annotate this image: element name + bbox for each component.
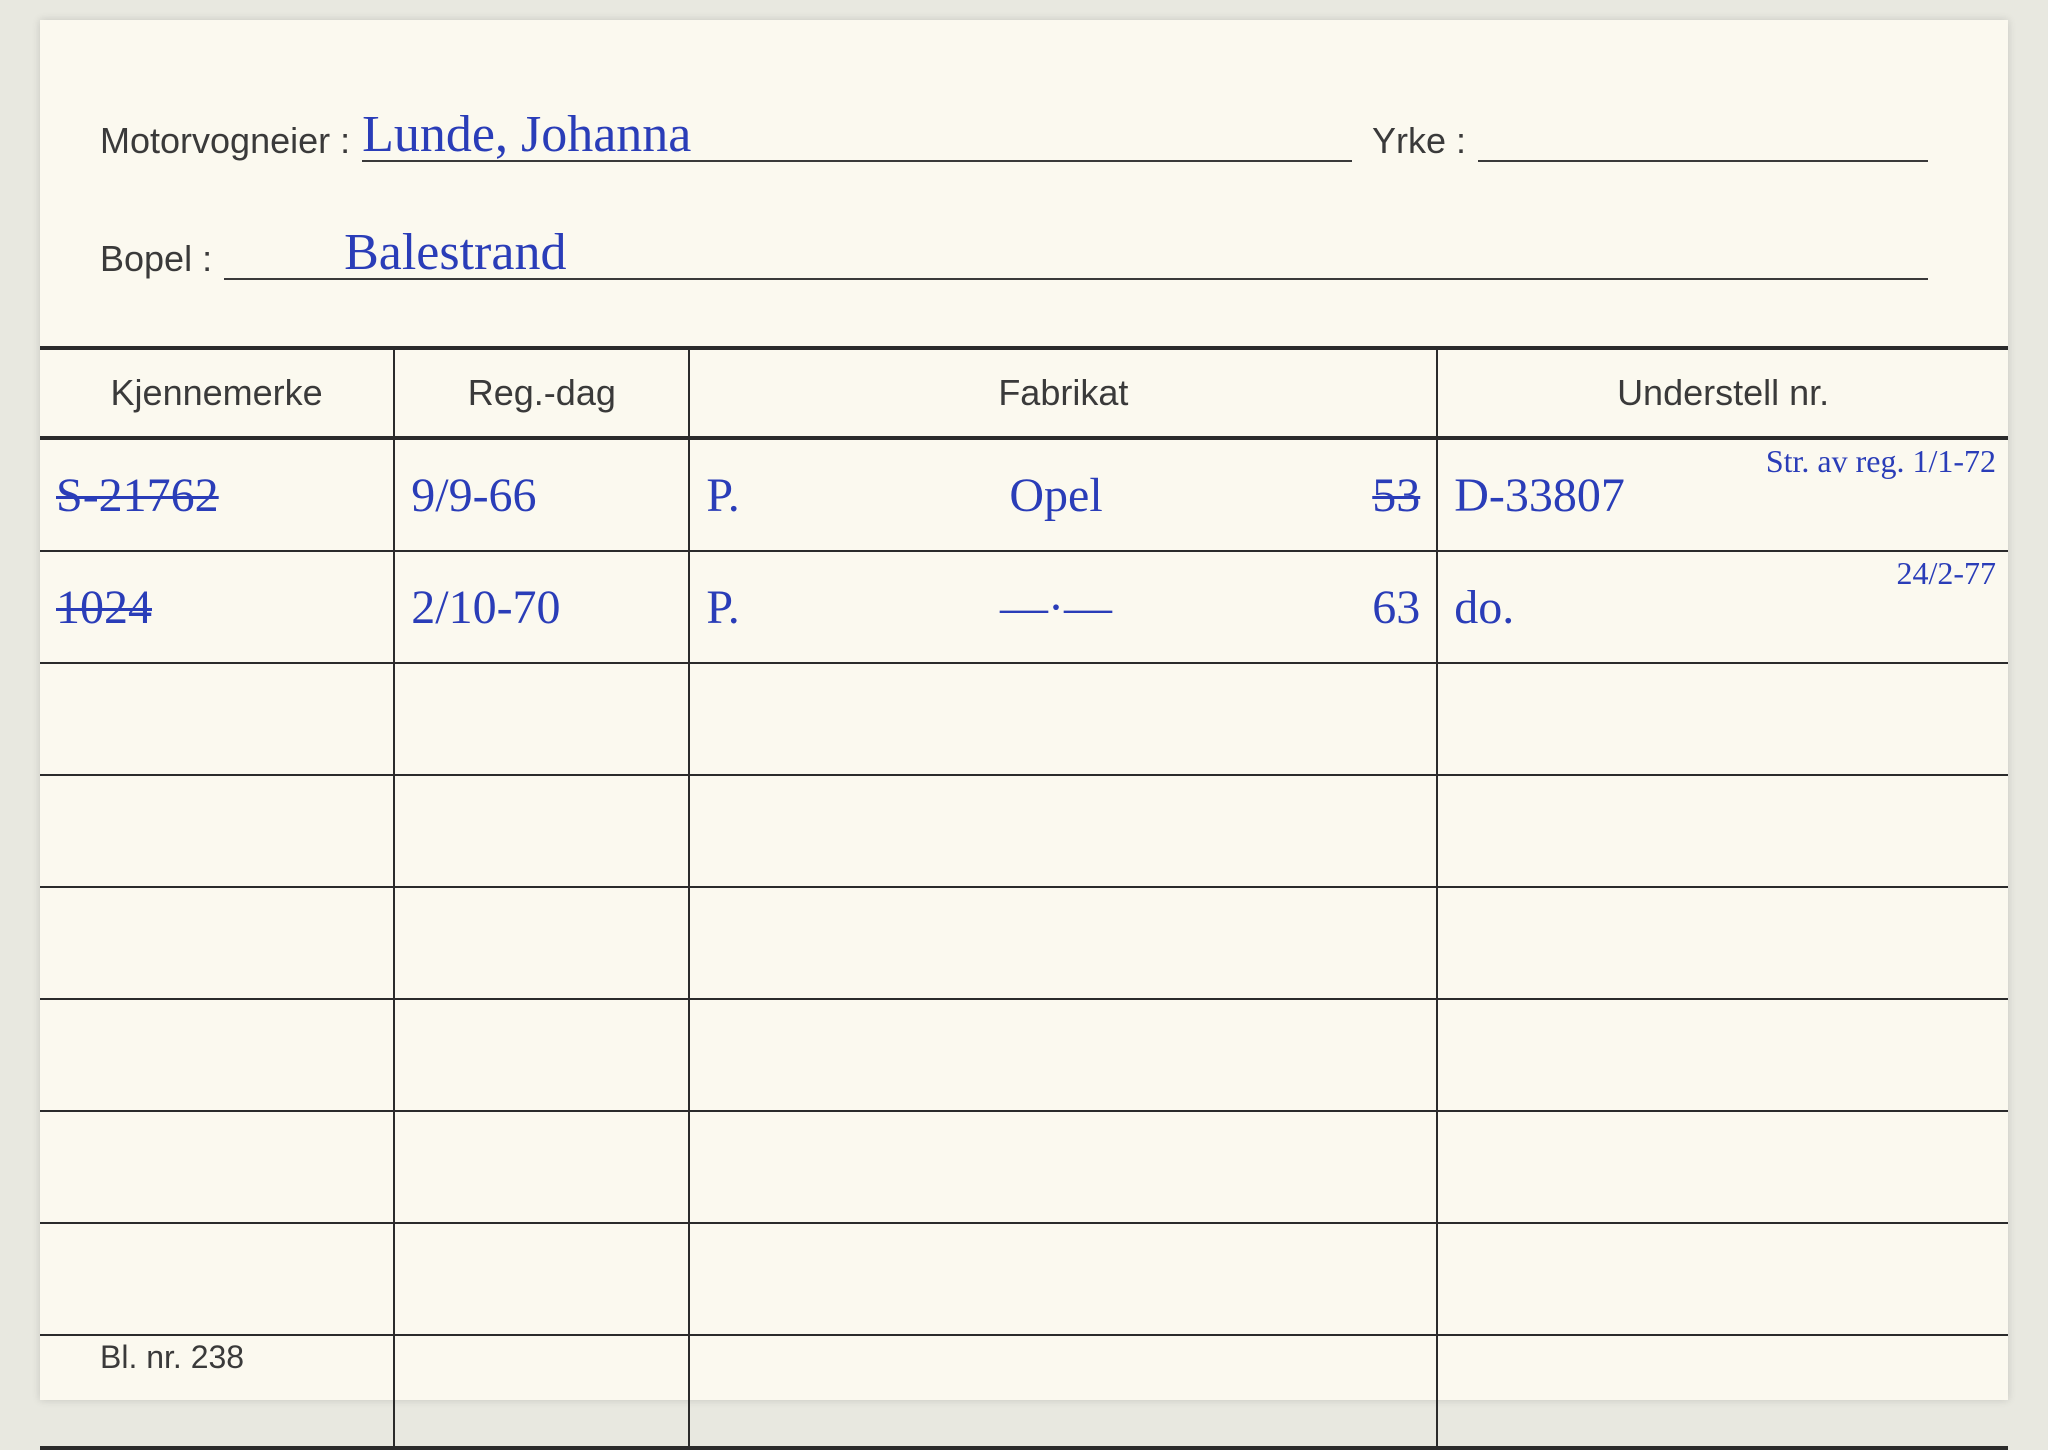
fabrikat-year: 53 <box>1372 468 1420 523</box>
table-header-row: KjennemerkeReg.-dagFabrikatUnderstell nr… <box>40 350 2008 438</box>
fabrikat-make: Opel <box>740 468 1372 523</box>
reg-dag-value: 2/10-70 <box>411 580 672 635</box>
understell-value: do. <box>1454 580 1514 635</box>
vehicle-table: KjennemerkeReg.-dagFabrikatUnderstell nr… <box>40 350 2008 1450</box>
kjennemerke-value: 1024 <box>56 580 377 635</box>
fabrikat-year: 63 <box>1372 580 1420 635</box>
registration-card: Motorvogneier : Lunde, Johanna Yrke : Bo… <box>40 20 2008 1400</box>
understell-note: 24/2-77 <box>1896 556 1996 591</box>
header-fields: Motorvogneier : Lunde, Johanna Yrke : Bo… <box>40 20 2008 346</box>
table-body: S-217629/9-66P.Opel53D-33807Str. av reg.… <box>40 438 2008 1448</box>
occupation-label: Yrke : <box>1372 120 1466 168</box>
occupation-line <box>1478 100 1928 162</box>
owner-line: Lunde, Johanna <box>362 100 1352 162</box>
understell-note: Str. av reg. 1/1-72 <box>1766 444 1996 479</box>
table-row-blank <box>40 1223 2008 1335</box>
table-row-blank <box>40 1335 2008 1448</box>
col-header-fabrikat: Fabrikat <box>689 350 1437 438</box>
table-row-blank <box>40 887 2008 999</box>
residence-value: Balestrand <box>344 223 566 282</box>
table-row: 1024 2/10-70 P.—·—63 do. 24/2-77 <box>40 551 2008 663</box>
table-row: S-21762 9/9-66 P.Opel53 D-33807 Str. av reg.… <box>40 438 2008 551</box>
kjennemerke-value: S-21762 <box>56 468 377 523</box>
table-row-blank <box>40 663 2008 775</box>
fabrikat-prefix: P. <box>706 580 739 635</box>
fabrikat-make: —·— <box>740 580 1372 635</box>
form-number: Bl. nr. 238 <box>100 1339 244 1376</box>
residence-row: Bopel : Balestrand <box>100 218 1948 286</box>
table-row-blank <box>40 999 2008 1111</box>
residence-label: Bopel : <box>100 238 212 286</box>
table-row-blank <box>40 1111 2008 1223</box>
col-header-kjennemerke: Kjennemerke <box>40 350 394 438</box>
understell-value: D-33807 <box>1454 468 1625 523</box>
owner-row: Motorvogneier : Lunde, Johanna Yrke : <box>100 100 1948 168</box>
col-header-understell: Understell nr. <box>1437 350 2008 438</box>
reg-dag-value: 9/9-66 <box>411 468 672 523</box>
owner-label: Motorvogneier : <box>100 120 350 168</box>
vehicle-table-wrap: KjennemerkeReg.-dagFabrikatUnderstell nr… <box>40 346 2008 1450</box>
owner-value: Lunde, Johanna <box>362 105 691 164</box>
col-header-reg_dag: Reg.-dag <box>394 350 689 438</box>
table-row-blank <box>40 775 2008 887</box>
residence-line: Balestrand <box>224 218 1928 280</box>
fabrikat-prefix: P. <box>706 468 739 523</box>
